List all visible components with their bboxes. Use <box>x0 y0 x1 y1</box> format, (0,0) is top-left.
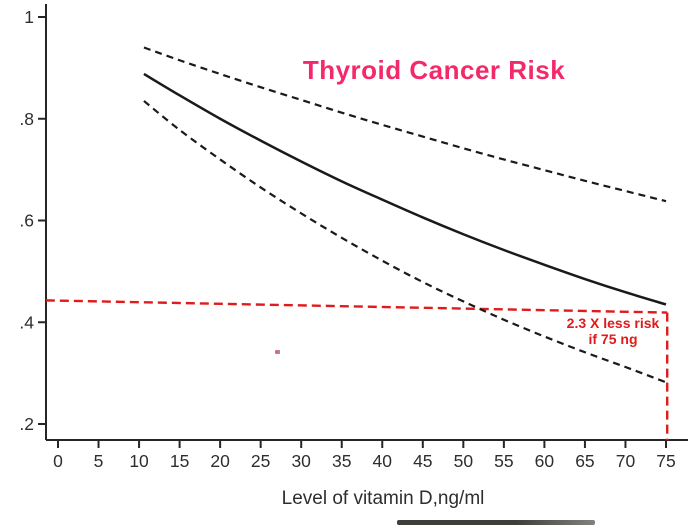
x-tick-label: 65 <box>575 451 594 471</box>
x-tick-label: 35 <box>332 451 351 471</box>
x-tick-label: 0 <box>53 451 63 471</box>
curve-lower-confidence-band <box>143 100 667 384</box>
x-tick-label: 15 <box>170 451 189 471</box>
artifact-dot <box>275 350 280 354</box>
y-tick-label: .4 <box>19 312 34 332</box>
x-tick-label: 30 <box>291 451 311 471</box>
x-tick-label: 70 <box>616 451 636 471</box>
x-tick-label: 60 <box>535 451 555 471</box>
x-tick-label: 55 <box>494 451 513 471</box>
x-tick-label: 5 <box>94 451 104 471</box>
risk-annotation-line-1: 2.3 X less risk <box>566 315 660 331</box>
risk-annotation-line-2: if 75 ng <box>588 331 638 347</box>
bottom-bar-fragment <box>397 520 595 525</box>
x-tick-label: 75 <box>656 451 675 471</box>
chart-title: Thyroid Cancer Risk <box>302 55 566 85</box>
x-tick-label: 25 <box>251 451 270 471</box>
x-tick-label: 50 <box>454 451 474 471</box>
x-tick-label: 40 <box>373 451 393 471</box>
y-tick-label: 1 <box>24 7 34 27</box>
risk-annotation: 2.3 X less risk if 75 ng <box>563 315 663 347</box>
curve-thyroid-cancer-risk-estimate <box>143 72 667 306</box>
y-tick-label: .8 <box>19 109 34 129</box>
reference-line-horizontal <box>45 299 668 314</box>
x-tick-label: 10 <box>129 451 149 471</box>
y-tick-label: .2 <box>19 414 34 434</box>
x-tick-label: 20 <box>210 451 230 471</box>
y-tick-label: .6 <box>19 211 34 231</box>
x-tick-label: 45 <box>413 451 432 471</box>
curve-upper-confidence-band <box>143 46 667 203</box>
x-axis-label: Level of vitamin D,ng/ml <box>281 488 485 509</box>
